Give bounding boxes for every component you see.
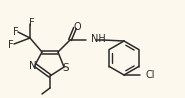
Text: F: F <box>13 27 19 37</box>
Text: NH: NH <box>91 34 106 44</box>
Text: F: F <box>8 40 14 50</box>
Text: F: F <box>29 18 35 28</box>
Text: Cl: Cl <box>145 70 154 80</box>
Text: S: S <box>63 63 69 73</box>
Text: N: N <box>29 61 37 71</box>
Text: O: O <box>73 22 81 32</box>
